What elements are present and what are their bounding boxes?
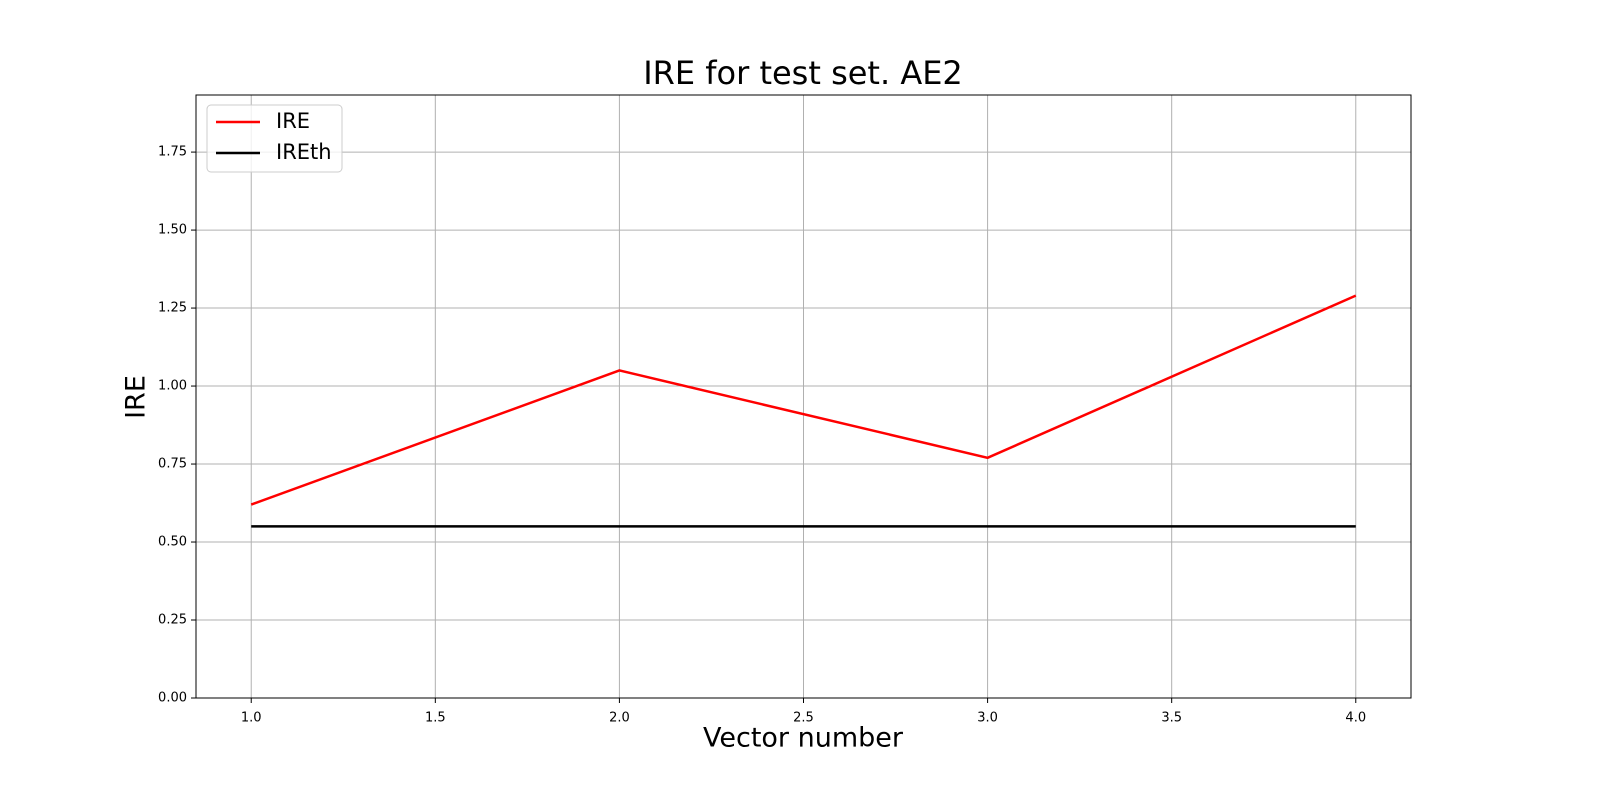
x-axis-label: Vector number (703, 723, 904, 754)
y-tick-label: 1.25 (158, 301, 187, 316)
x-tick-label: 4.0 (1345, 711, 1366, 726)
chart-title: IRE for test set. AE2 (643, 54, 963, 92)
y-tick-label: 1.50 (158, 223, 187, 238)
legend-label: IRE (276, 109, 310, 133)
y-tick-label: 0.25 (158, 613, 187, 628)
x-tick-label: 1.0 (241, 711, 262, 726)
x-tick-label: 3.0 (977, 711, 998, 726)
x-tick-label: 3.5 (1161, 711, 1182, 726)
y-tick-label: 1.75 (158, 145, 187, 160)
y-tick-label: 0.50 (158, 535, 187, 550)
y-tick-label: 0.75 (158, 457, 187, 472)
line-series (250, 294, 1357, 506)
plot-frame (195, 94, 1412, 699)
legend-label: IREth (276, 140, 332, 164)
x-tick-label: 2.5 (793, 711, 814, 726)
y-tick-label: 0.00 (158, 691, 187, 706)
x-tick-label: 1.5 (425, 711, 446, 726)
y-tick-label: 1.00 (158, 379, 187, 394)
x-tick-label: 2.0 (609, 711, 630, 726)
y-axis-label: IRE (121, 375, 152, 419)
